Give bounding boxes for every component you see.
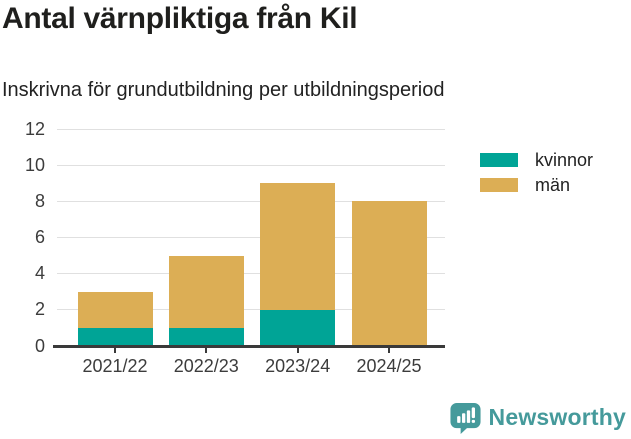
- y-tick-label-2: 2: [34, 299, 45, 320]
- bar-2023-24-kvinnor: [260, 309, 336, 346]
- bar-2022-23-män: [168, 255, 244, 328]
- legend-swatch-män: [480, 178, 518, 192]
- bar-2024-25-män: [351, 201, 427, 346]
- x-tick-label-2021-22: 2021/22: [82, 356, 148, 376]
- y-tick-label-4: 4: [34, 263, 45, 284]
- legend-label-kvinnor: kvinnor: [535, 149, 594, 170]
- bar-2022-23-kvinnor: [168, 327, 244, 346]
- y-tick-label-0: 0: [34, 335, 45, 356]
- legend: kvinnor män: [480, 150, 593, 200]
- legend-swatch-kvinnor: [480, 153, 518, 167]
- x-tick-2021-22: [114, 348, 116, 353]
- gridline-y12: [57, 128, 445, 130]
- legend-item-kvinnor: kvinnor: [480, 150, 593, 170]
- y-tick-label-8: 8: [34, 190, 45, 211]
- x-tick-label-2022-23: 2022/23: [173, 356, 239, 376]
- chart-title: Antal värnpliktiga från Kil: [2, 2, 358, 35]
- newsworthy-logo: Newsworthy: [449, 401, 626, 434]
- y-tick-label-12: 12: [24, 118, 45, 139]
- x-tick-2024-25: [388, 348, 390, 353]
- y-tick-label-6: 6: [34, 227, 45, 247]
- bar-2023-24-män: [260, 183, 336, 310]
- gridline-y8: [57, 200, 445, 202]
- newsworthy-wordmark: Newsworthy: [488, 404, 626, 430]
- y-tick-label-10: 10: [24, 154, 45, 175]
- x-tick-2023-24: [296, 348, 299, 353]
- legend-label-män: män: [535, 174, 571, 195]
- bar-2021-22-kvinnor: [77, 327, 153, 346]
- gridline-y6: [57, 237, 445, 238]
- bar-2021-22-män: [77, 291, 153, 328]
- x-tick-label-2024-25: 2024/25: [356, 356, 422, 376]
- legend-item-män: män: [480, 175, 593, 195]
- chart-subtitle: Inskrivna för grundutbildning per utbild…: [2, 79, 445, 101]
- gridline-y2: [57, 309, 445, 311]
- x-axis-line: [53, 345, 445, 348]
- gridline-y4: [57, 273, 445, 275]
- x-tick-2022-23: [205, 348, 208, 353]
- plot-area: [57, 128, 445, 346]
- x-tick-label-2023-24: 2023/24: [265, 356, 331, 376]
- newsworthy-icon: [449, 402, 481, 434]
- gridline-y10: [57, 164, 445, 166]
